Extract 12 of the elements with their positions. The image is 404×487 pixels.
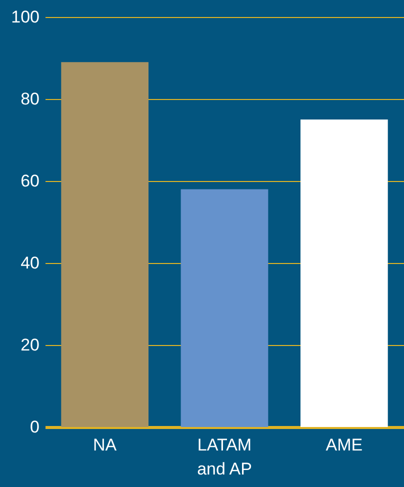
y-tick-label: 40 [20, 254, 40, 272]
y-tick-label: 100 [11, 8, 40, 26]
y-tick-label: 20 [20, 336, 40, 354]
x-tick-label: LATAM and AP [197, 436, 252, 478]
y-tick-label: 60 [20, 172, 40, 190]
bar [300, 120, 388, 427]
y-tick-label: 80 [20, 90, 40, 108]
bar [180, 189, 268, 427]
bar [61, 62, 149, 427]
x-tick-label: NA [93, 436, 118, 454]
y-tick-label: 0 [30, 418, 40, 436]
x-tick-label: AME [326, 436, 363, 454]
